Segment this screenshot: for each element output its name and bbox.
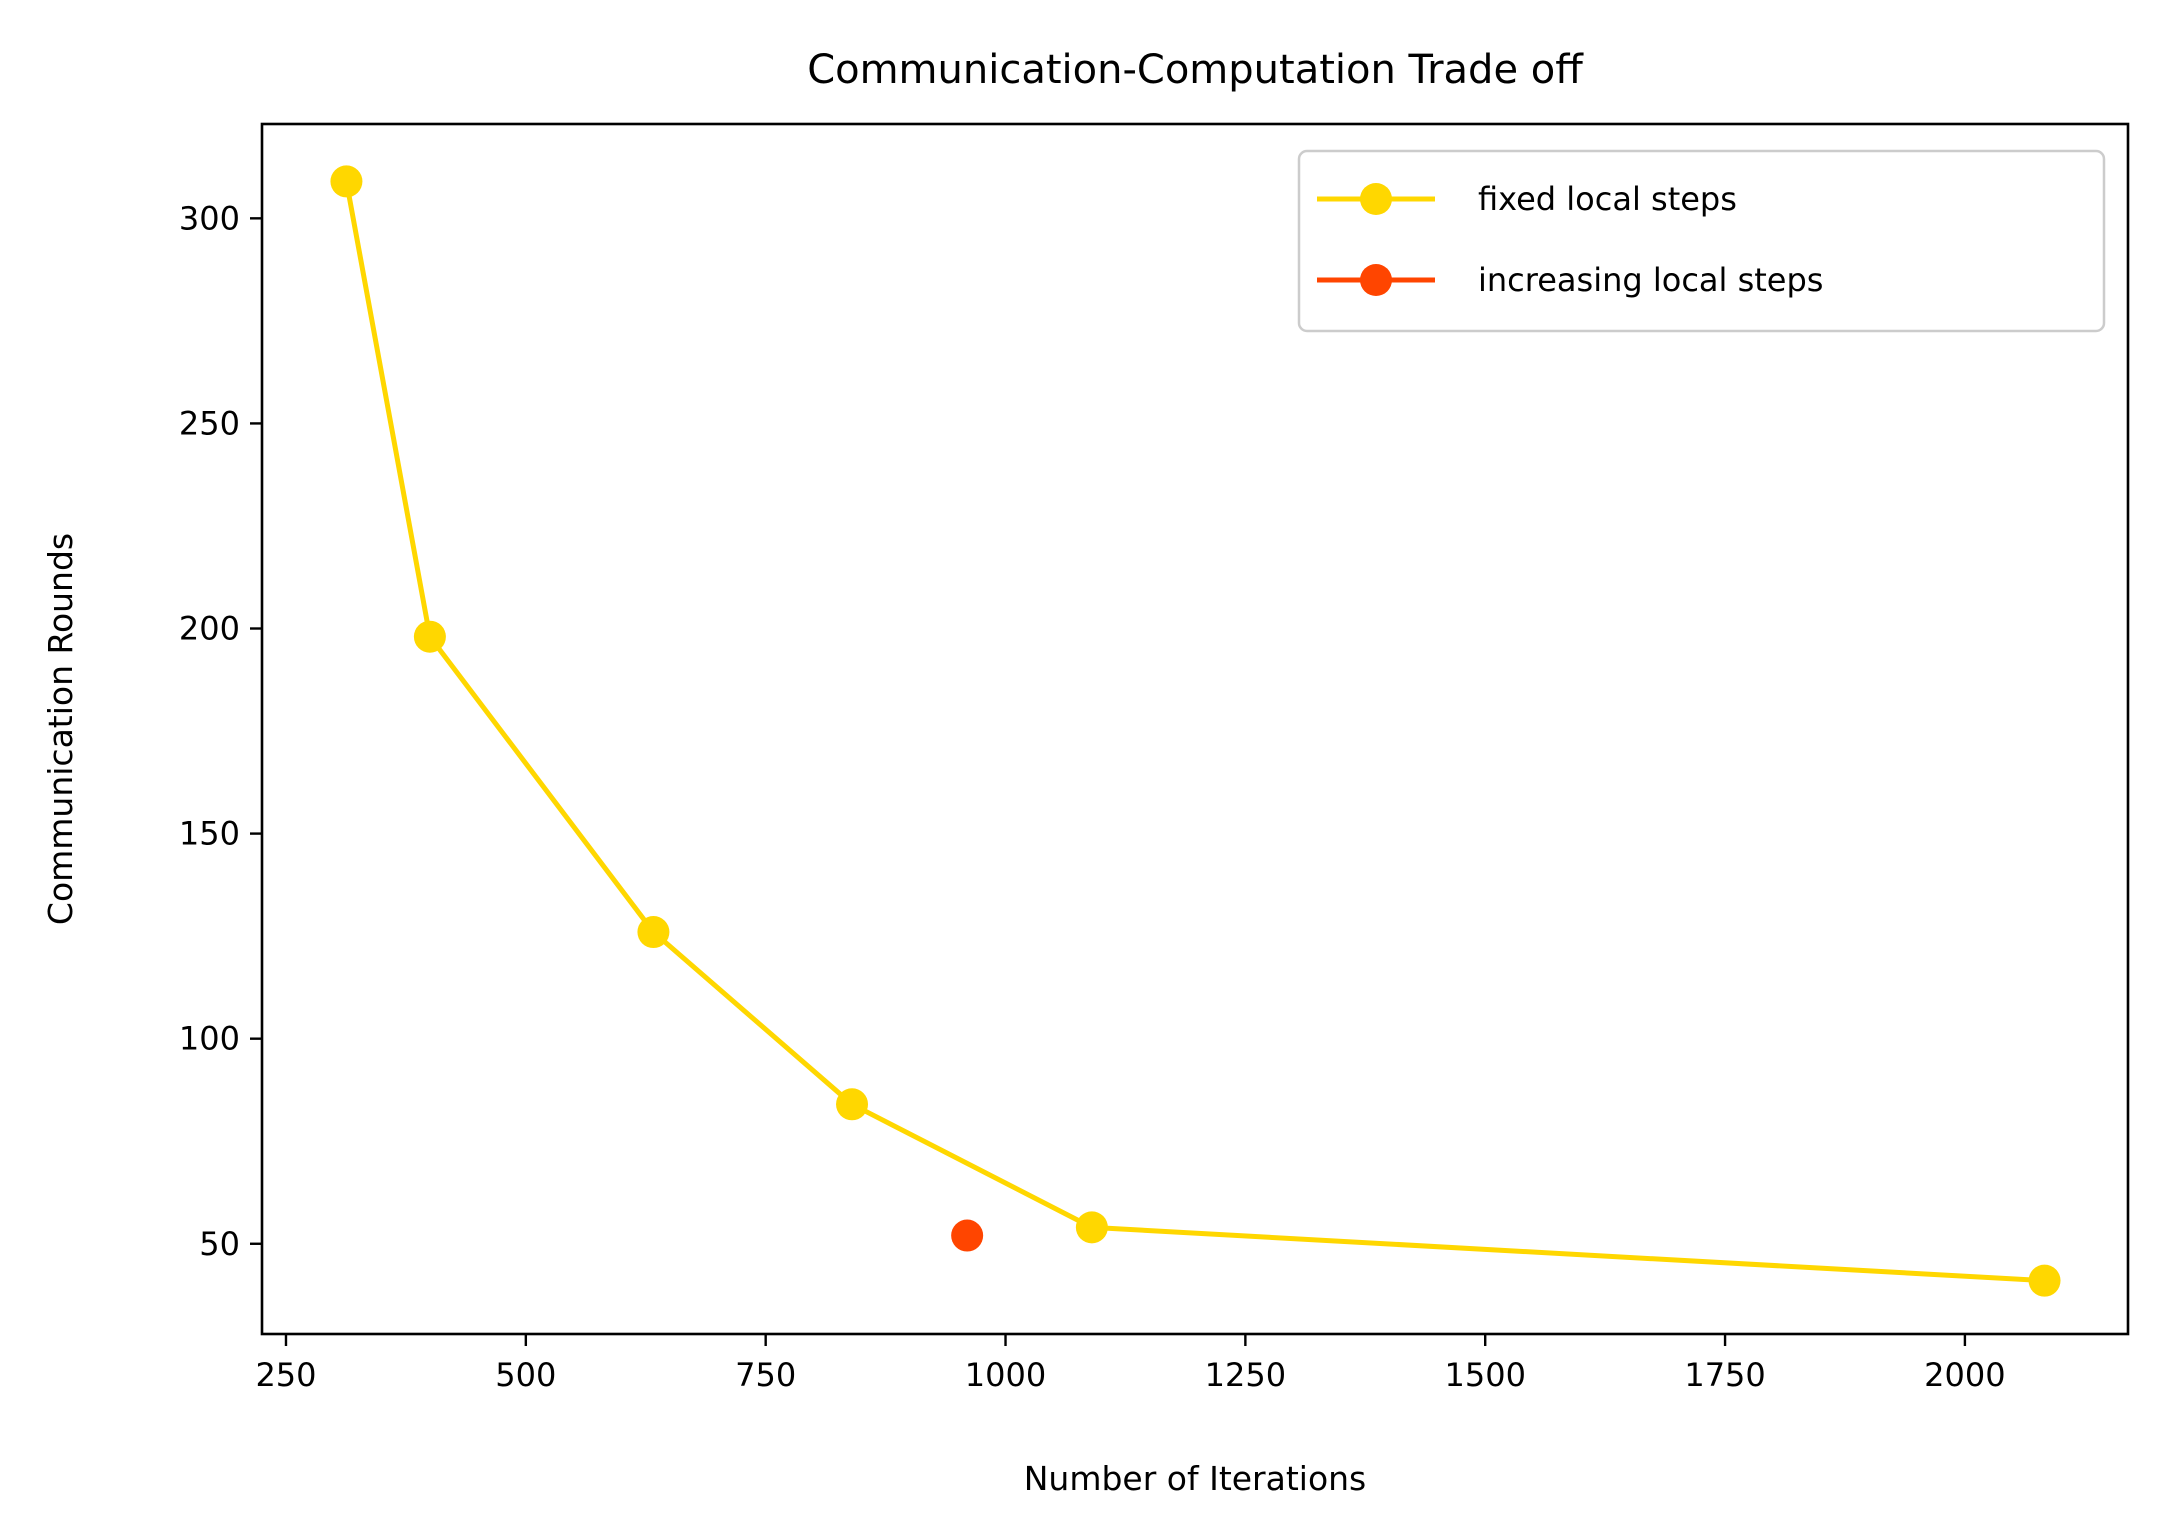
legend-label-fixed-local-steps: fixed local steps [1478,180,1737,218]
data-point-fixed-local-steps [330,165,363,198]
x-tick-label: 250 [255,1356,316,1394]
data-point-fixed-local-steps [2028,1264,2061,1297]
legend-marker-fixed-local-steps [1360,183,1392,215]
series-layer [330,165,2061,1297]
y-ticks: 50 100 150 200 250 300 [179,199,262,1263]
y-tick-label: 200 [179,610,240,648]
plot-area-frame [260,122,2130,1336]
x-tick-label: 750 [735,1356,796,1394]
x-tick-label: 1000 [965,1356,1046,1394]
y-axis-label: Communication Rounds [41,533,80,925]
legend-marker-increasing-local-steps [1360,264,1392,296]
data-point-fixed-local-steps [413,620,446,653]
y-tick-label: 50 [199,1225,240,1263]
data-point-fixed-local-steps [637,916,670,949]
y-tick-label: 100 [179,1020,240,1058]
series-line-fixed-local-steps [343,180,2045,1284]
chart-title: Communication-Computation Trade off [807,47,1584,93]
x-tick-label: 2000 [1924,1356,2005,1394]
y-tick-label: 250 [179,404,240,442]
data-point-increasing-local-steps [951,1219,984,1252]
x-tick-label: 1250 [1205,1356,1286,1394]
legend-label-increasing-local-steps: increasing local steps [1478,261,1823,299]
data-point-fixed-local-steps [1075,1211,1108,1244]
y-tick-label: 300 [179,199,240,237]
x-tick-label: 1750 [1684,1356,1765,1394]
legend-frame [1297,149,2106,333]
x-tick-label: 1500 [1444,1356,1525,1394]
y-tick-label: 150 [179,815,240,853]
x-ticks: 250 500 750 1000 1250 1500 1750 2000 [255,1334,2006,1394]
legend: fixed local steps increasing local steps [1297,149,2106,333]
x-tick-label: 500 [495,1356,556,1394]
x-axis-label: Number of Iterations [1024,1459,1367,1498]
data-point-fixed-local-steps [836,1088,869,1121]
